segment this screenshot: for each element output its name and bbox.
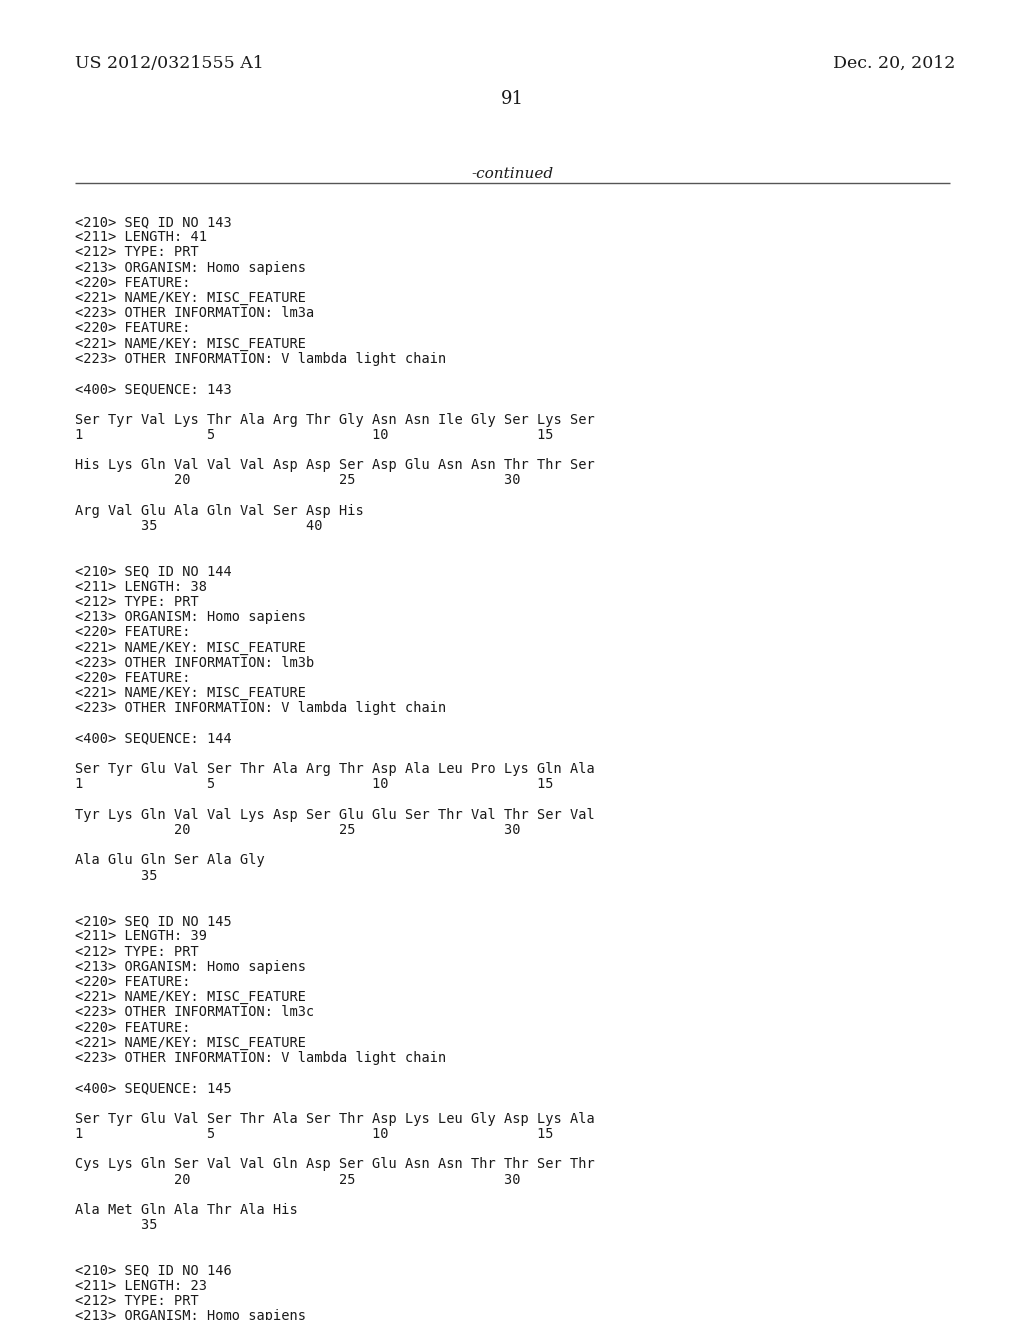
Text: <212> TYPE: PRT: <212> TYPE: PRT [75,945,199,958]
Text: <221> NAME/KEY: MISC_FEATURE: <221> NAME/KEY: MISC_FEATURE [75,290,306,305]
Text: Cys Lys Gln Ser Val Val Gln Asp Ser Glu Asn Asn Thr Thr Ser Thr: Cys Lys Gln Ser Val Val Gln Asp Ser Glu … [75,1158,595,1171]
Text: -continued: -continued [471,168,553,181]
Text: <400> SEQUENCE: 144: <400> SEQUENCE: 144 [75,731,231,746]
Text: <210> SEQ ID NO 144: <210> SEQ ID NO 144 [75,565,231,578]
Text: <221> NAME/KEY: MISC_FEATURE: <221> NAME/KEY: MISC_FEATURE [75,1036,306,1049]
Text: <211> LENGTH: 38: <211> LENGTH: 38 [75,579,207,594]
Text: <211> LENGTH: 41: <211> LENGTH: 41 [75,230,207,244]
Text: <213> ORGANISM: Homo sapiens: <213> ORGANISM: Homo sapiens [75,610,306,624]
Text: 35: 35 [75,869,158,883]
Text: 35: 35 [75,1218,158,1232]
Text: Arg Val Glu Ala Gln Val Ser Asp His: Arg Val Glu Ala Gln Val Ser Asp His [75,504,364,517]
Text: <210> SEQ ID NO 146: <210> SEQ ID NO 146 [75,1263,231,1278]
Text: <220> FEATURE:: <220> FEATURE: [75,321,190,335]
Text: Dec. 20, 2012: Dec. 20, 2012 [833,55,955,73]
Text: <220> FEATURE:: <220> FEATURE: [75,276,190,290]
Text: Ser Tyr Val Lys Thr Ala Arg Thr Gly Asn Asn Ile Gly Ser Lys Ser: Ser Tyr Val Lys Thr Ala Arg Thr Gly Asn … [75,413,595,426]
Text: <400> SEQUENCE: 143: <400> SEQUENCE: 143 [75,383,231,396]
Text: 1               5                   10                  15: 1 5 10 15 [75,428,554,442]
Text: <211> LENGTH: 39: <211> LENGTH: 39 [75,929,207,944]
Text: <223> OTHER INFORMATION: V lambda light chain: <223> OTHER INFORMATION: V lambda light … [75,1051,446,1065]
Text: <223> OTHER INFORMATION: lm3b: <223> OTHER INFORMATION: lm3b [75,656,314,669]
Text: <223> OTHER INFORMATION: V lambda light chain: <223> OTHER INFORMATION: V lambda light … [75,352,446,366]
Text: <223> OTHER INFORMATION: lm3a: <223> OTHER INFORMATION: lm3a [75,306,314,321]
Text: <221> NAME/KEY: MISC_FEATURE: <221> NAME/KEY: MISC_FEATURE [75,337,306,351]
Text: <210> SEQ ID NO 145: <210> SEQ ID NO 145 [75,915,231,928]
Text: 35                  40: 35 40 [75,519,323,533]
Text: <220> FEATURE:: <220> FEATURE: [75,671,190,685]
Text: Ser Tyr Glu Val Ser Thr Ala Arg Thr Asp Ala Leu Pro Lys Gln Ala: Ser Tyr Glu Val Ser Thr Ala Arg Thr Asp … [75,762,595,776]
Text: Ala Glu Gln Ser Ala Gly: Ala Glu Gln Ser Ala Gly [75,854,265,867]
Text: <213> ORGANISM: Homo sapiens: <213> ORGANISM: Homo sapiens [75,260,306,275]
Text: <221> NAME/KEY: MISC_FEATURE: <221> NAME/KEY: MISC_FEATURE [75,640,306,655]
Text: <400> SEQUENCE: 145: <400> SEQUENCE: 145 [75,1081,231,1096]
Text: <223> OTHER INFORMATION: V lambda light chain: <223> OTHER INFORMATION: V lambda light … [75,701,446,715]
Text: 20                  25                  30: 20 25 30 [75,822,520,837]
Text: 20                  25                  30: 20 25 30 [75,474,520,487]
Text: Tyr Lys Gln Val Val Lys Asp Ser Glu Glu Ser Thr Val Thr Ser Val: Tyr Lys Gln Val Val Lys Asp Ser Glu Glu … [75,808,595,822]
Text: <221> NAME/KEY: MISC_FEATURE: <221> NAME/KEY: MISC_FEATURE [75,990,306,1005]
Text: His Lys Gln Val Val Val Asp Asp Ser Asp Glu Asn Asn Thr Thr Ser: His Lys Gln Val Val Val Asp Asp Ser Asp … [75,458,595,473]
Text: 1               5                   10                  15: 1 5 10 15 [75,1127,554,1140]
Text: <210> SEQ ID NO 143: <210> SEQ ID NO 143 [75,215,231,228]
Text: 20                  25                  30: 20 25 30 [75,1172,520,1187]
Text: 91: 91 [501,90,523,108]
Text: Ala Met Gln Ala Thr Ala His: Ala Met Gln Ala Thr Ala His [75,1203,298,1217]
Text: <221> NAME/KEY: MISC_FEATURE: <221> NAME/KEY: MISC_FEATURE [75,686,306,700]
Text: <212> TYPE: PRT: <212> TYPE: PRT [75,595,199,609]
Text: <213> ORGANISM: Homo sapiens: <213> ORGANISM: Homo sapiens [75,1309,306,1320]
Text: 1               5                   10                  15: 1 5 10 15 [75,777,554,792]
Text: <223> OTHER INFORMATION: lm3c: <223> OTHER INFORMATION: lm3c [75,1006,314,1019]
Text: <211> LENGTH: 23: <211> LENGTH: 23 [75,1279,207,1294]
Text: <213> ORGANISM: Homo sapiens: <213> ORGANISM: Homo sapiens [75,960,306,974]
Text: Ser Tyr Glu Val Ser Thr Ala Ser Thr Asp Lys Leu Gly Asp Lys Ala: Ser Tyr Glu Val Ser Thr Ala Ser Thr Asp … [75,1111,595,1126]
Text: <212> TYPE: PRT: <212> TYPE: PRT [75,1294,199,1308]
Text: <220> FEATURE:: <220> FEATURE: [75,975,190,989]
Text: US 2012/0321555 A1: US 2012/0321555 A1 [75,55,264,73]
Text: <220> FEATURE:: <220> FEATURE: [75,1020,190,1035]
Text: <212> TYPE: PRT: <212> TYPE: PRT [75,246,199,260]
Text: <220> FEATURE:: <220> FEATURE: [75,626,190,639]
